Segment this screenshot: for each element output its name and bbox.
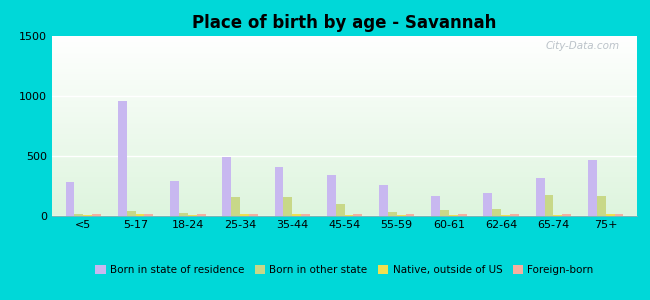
Bar xyxy=(283,197,292,216)
Bar xyxy=(197,214,205,216)
Bar xyxy=(292,214,301,216)
Text: City-Data.com: City-Data.com xyxy=(545,41,619,51)
Bar xyxy=(458,214,467,216)
Bar xyxy=(127,211,136,216)
Bar xyxy=(249,214,258,216)
Bar xyxy=(66,182,75,216)
Bar xyxy=(231,197,240,216)
Bar xyxy=(274,167,283,216)
Bar xyxy=(510,214,519,216)
Bar xyxy=(431,196,440,216)
Title: Place of birth by age - Savannah: Place of birth by age - Savannah xyxy=(192,14,497,32)
Bar xyxy=(301,214,310,216)
Bar xyxy=(388,212,396,216)
Bar xyxy=(606,214,614,216)
Bar xyxy=(144,214,153,216)
Bar xyxy=(75,214,83,216)
Bar xyxy=(553,215,562,216)
Bar xyxy=(170,181,179,216)
Bar xyxy=(379,185,388,216)
Bar xyxy=(545,195,553,216)
Bar xyxy=(588,160,597,216)
Bar xyxy=(83,215,92,216)
Bar xyxy=(396,215,406,216)
Bar xyxy=(440,210,449,216)
Bar xyxy=(335,204,345,216)
Bar xyxy=(327,175,335,216)
Bar xyxy=(536,178,545,216)
Bar xyxy=(562,214,571,216)
Bar xyxy=(136,214,144,216)
Bar xyxy=(484,193,492,216)
Bar xyxy=(614,214,623,216)
Bar xyxy=(354,214,362,216)
Bar xyxy=(492,209,501,216)
Bar xyxy=(188,215,197,216)
Bar xyxy=(344,215,354,216)
Bar xyxy=(406,214,415,216)
Legend: Born in state of residence, Born in other state, Native, outside of US, Foreign-: Born in state of residence, Born in othe… xyxy=(91,261,598,279)
Bar xyxy=(449,215,458,216)
Bar xyxy=(92,214,101,216)
Bar xyxy=(501,215,510,216)
Bar xyxy=(240,214,249,216)
Bar xyxy=(118,101,127,216)
Bar xyxy=(222,157,231,216)
Bar xyxy=(179,213,188,216)
Bar xyxy=(597,196,606,216)
